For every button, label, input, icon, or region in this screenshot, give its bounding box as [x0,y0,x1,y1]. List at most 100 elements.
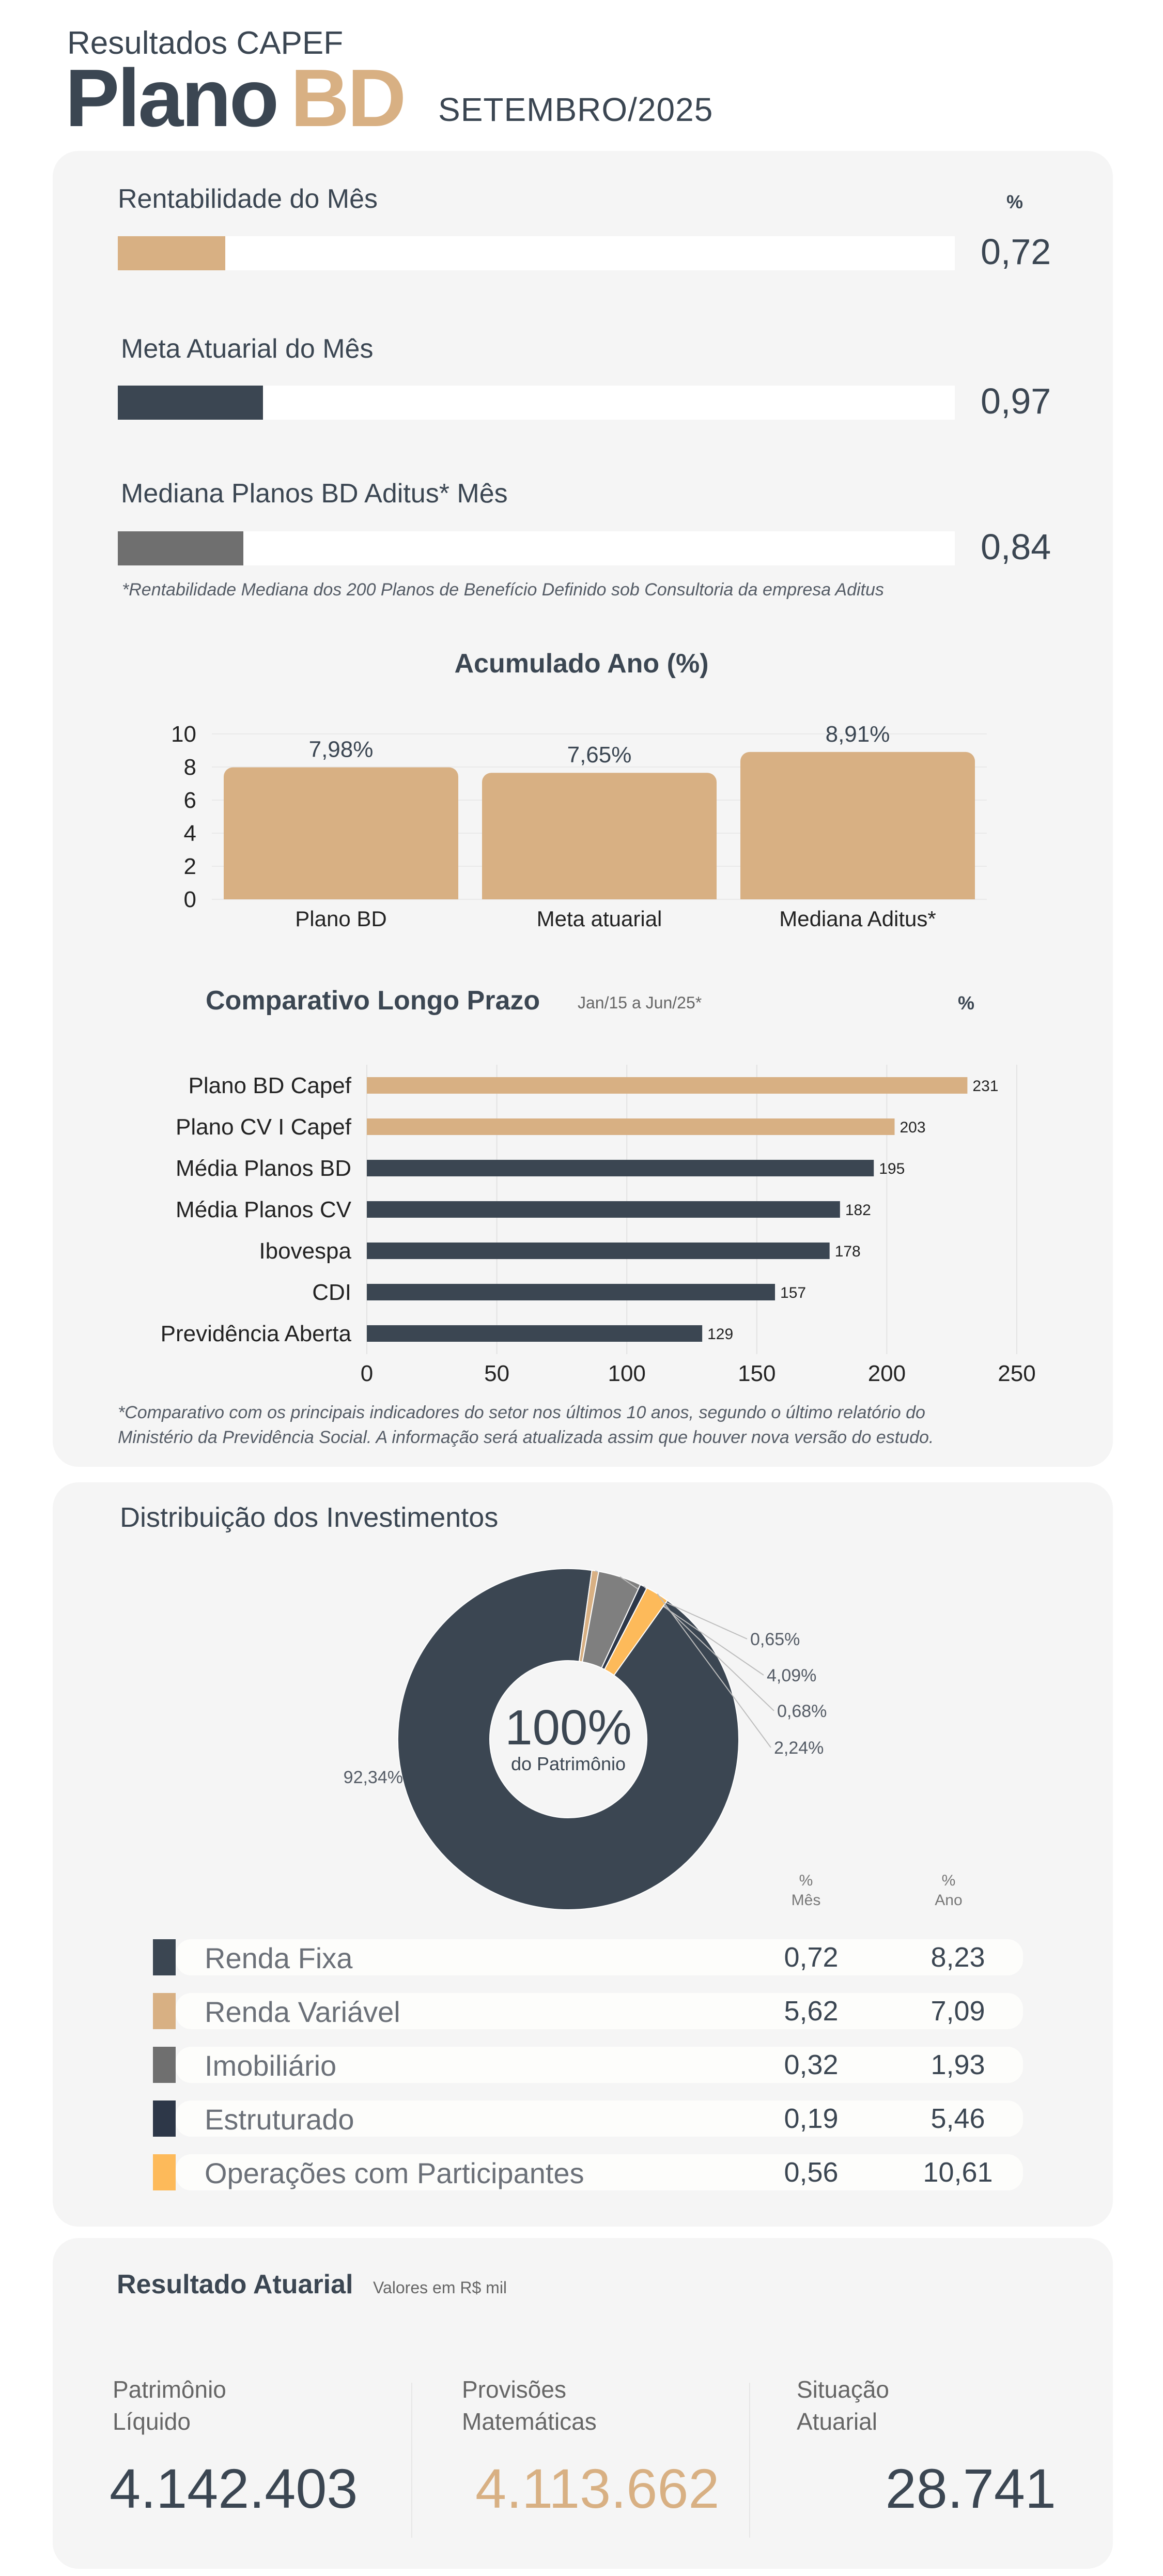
lt-category-2: Média Planos BD [176,1156,351,1181]
monthly-bar-fill-2 [118,531,243,565]
lt-category-3: Média Planos CV [176,1197,352,1222]
accumulated-title: Acumulado Ano (%) [454,649,709,679]
col-year-label: Ano [935,1892,963,1909]
monthly-footnote: *Rentabilidade Mediana dos 200 Planos de… [122,580,884,600]
lt-category-5: CDI [312,1280,351,1305]
actuarial-label-2-line2: Atuarial [797,2408,877,2435]
title-main: Plano [65,53,279,144]
donut-center-value: 100% [505,1700,632,1755]
lt-x-tick-1: 50 [484,1361,509,1385]
distribution-swatch-0 [153,1939,176,1975]
acc-data-label-2: 8,91% [826,722,890,747]
distribution-month-2: 0,32 [784,2049,839,2080]
lt-data-label-5: 157 [780,1284,806,1301]
col-month-label: Mês [791,1892,821,1909]
title-accent: BD [290,53,406,144]
lt-bar-2 [367,1160,874,1176]
distribution-swatch-1 [153,1993,176,2029]
monthly-value-0: 0,72 [981,232,1051,272]
acc-y-tick-5: 10 [171,722,196,747]
monthly-value-1: 0,97 [981,381,1051,421]
actuarial-divider-2 [749,2383,750,2538]
distribution-year-0: 8,23 [931,1942,985,1973]
longterm-footnote-line2: Ministério da Previdência Social. A info… [118,1428,934,1447]
lt-data-label-6: 129 [707,1326,733,1343]
lt-bar-1 [367,1118,895,1135]
col-year-pct: % [941,1872,956,1889]
lt-x-tick-3: 150 [738,1361,776,1385]
donut-leader-4 [657,1593,771,1748]
acc-y-tick-4: 8 [184,755,196,780]
actuarial-title: Resultado Atuarial [117,2270,353,2299]
distribution-donut-chart: 92,34% 0,65% 4,09% 0,68% 2,24% 100%do Patrimô… [344,1568,827,1910]
distribution-year-3: 5,46 [931,2103,985,2134]
monthly-bar-2 [118,531,955,565]
longterm-title: Comparativo Longo Prazo [206,986,540,1016]
lt-bar-3 [367,1201,840,1218]
distribution-label-0: Renda Fixa [205,1942,353,1974]
distribution-row-2 [176,2047,1023,2083]
actuarial-label-0-line2: Líquido [113,2408,191,2435]
actuarial-label-2: Situação Atuarial [797,2373,889,2437]
acc-data-label-1: 7,65% [567,742,632,768]
actuarial-value-2: 28.741 [885,2457,1056,2520]
monthly-label-0: Rentabilidade do Mês [118,184,378,214]
donut-label-0: 92,34% [344,1768,403,1787]
donut-leader-3 [643,1586,774,1711]
acc-bar-2 [740,752,975,899]
lt-category-1: Plano CV I Capef [176,1114,352,1140]
lt-data-label-2: 195 [879,1160,905,1177]
actuarial-label-2-line1: Situação [797,2376,890,2403]
acc-y-tick-3: 6 [184,788,196,813]
distribution-label-1: Renda Variável [205,1996,400,2028]
distribution-year-4: 10,61 [923,2157,993,2188]
distribution-row-3 [176,2100,1023,2137]
lt-category-4: Ibovespa [259,1238,351,1264]
lt-category-0: Plano BD Capef [188,1073,351,1098]
acc-bar-base-1 [482,889,717,899]
distribution-month-0: 0,72 [784,1942,839,1973]
actuarial-subtitle: Valores em R$ mil [373,2278,507,2297]
actuarial-label-0: Patrimônio Líquido [113,2373,226,2437]
acc-y-tick-2: 4 [184,821,196,846]
donut-slice-0 [397,1568,739,1910]
lt-x-tick-2: 100 [608,1361,645,1385]
lt-data-label-0: 231 [972,1078,998,1095]
monthly-label-1: Meta Atuarial do Mês [121,334,374,364]
actuarial-label-1-line2: Matemáticas [462,2408,597,2435]
monthly-value-2: 0,84 [981,527,1051,567]
distribution-month-1: 5,62 [784,1996,839,2027]
header-kicker: Resultados CAPEF [67,25,344,61]
period-label: SETEMBRO/2025 [438,91,714,128]
distribution-month-4: 0,56 [784,2157,839,2188]
acc-bar-base-2 [740,889,975,899]
lt-data-label-4: 178 [835,1243,861,1260]
monthly-label-2: Mediana Planos BD Aditus* Mês [121,479,508,509]
lt-bar-0 [367,1077,968,1094]
actuarial-label-1-line1: Provisões [462,2376,566,2403]
distribution-label-3: Estruturado [205,2103,354,2136]
longterm-subtitle: Jan/15 a Jun/25* [578,993,702,1012]
acc-category-0: Plano BD [295,907,386,930]
accumulated-chart: 0 2 4 6 8 10 7,98% Plano BD 7,65% Meta atuarial 8,… [171,722,987,930]
lt-data-label-1: 203 [900,1119,925,1136]
col-year-header: % Ano [928,1871,969,1910]
actuarial-label-0-line1: Patrimônio [113,2376,226,2403]
lt-bar-4 [367,1243,830,1259]
acc-bar-1 [482,773,717,899]
page-title: Plano BD [65,52,406,145]
col-month-header: % Mês [785,1871,827,1910]
acc-bar-0 [224,767,458,899]
distribution-title: Distribuição dos Investimentos [120,1502,499,1533]
col-month-pct: % [799,1872,813,1889]
lt-data-label-3: 182 [845,1202,871,1219]
donut-label-3: 0,68% [777,1701,827,1721]
monthly-bar-1 [118,386,955,420]
distribution-year-1: 7,09 [931,1996,985,2027]
donut-label-4: 2,24% [774,1738,824,1758]
donut-slice-4 [603,1587,669,1676]
lt-bar-6 [367,1325,703,1342]
lt-x-tick-0: 0 [361,1361,373,1385]
donut-label-1: 0,65% [750,1630,800,1649]
distribution-row-1 [176,1993,1023,2029]
